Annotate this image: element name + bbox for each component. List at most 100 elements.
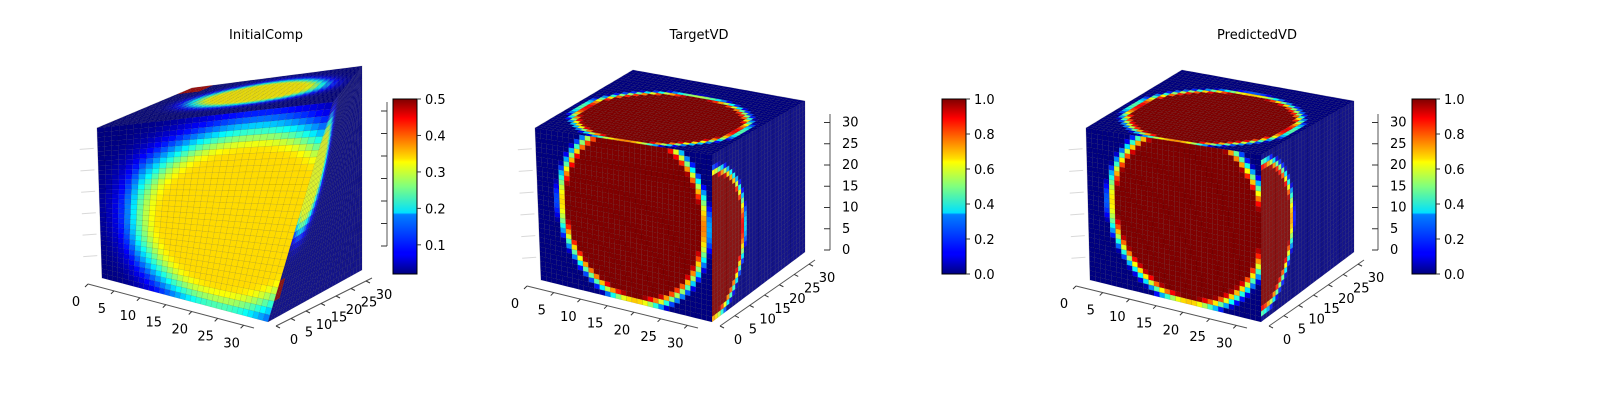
- voxel: [170, 125, 178, 131]
- voxel: [148, 221, 155, 227]
- x-tick: [241, 325, 244, 328]
- voxel: [144, 284, 150, 291]
- voxel: [138, 283, 144, 290]
- grid-line: [83, 256, 97, 257]
- voxel: [118, 223, 124, 229]
- voxel: [154, 286, 160, 293]
- voxel: [118, 204, 124, 209]
- voxel: [136, 230, 142, 236]
- voxel: [206, 167, 214, 173]
- voxel: [119, 130, 126, 136]
- voxel: [166, 222, 173, 228]
- voxel: [133, 138, 140, 144]
- voxel: [653, 303, 658, 309]
- y-tick: [276, 326, 280, 328]
- voxel: [125, 189, 132, 194]
- voxel: [189, 190, 196, 196]
- voxel: [112, 228, 118, 234]
- voxel: [651, 146, 657, 152]
- voxel: [157, 184, 164, 189]
- voxel: [143, 205, 150, 211]
- voxel: [185, 117, 193, 123]
- voxel: [149, 216, 156, 222]
- voxel: [594, 288, 600, 294]
- y-tick: [321, 304, 325, 306]
- voxel: [210, 179, 218, 185]
- voxel: [167, 212, 174, 218]
- voxel: [166, 228, 173, 234]
- voxel: [195, 196, 202, 202]
- voxel: [148, 132, 156, 138]
- voxel: [139, 169, 146, 174]
- voxel: [214, 155, 222, 161]
- voxel: [144, 200, 151, 206]
- voxel: [180, 207, 187, 213]
- voxel: [194, 202, 201, 208]
- voxel: [600, 290, 605, 296]
- voxel: [191, 128, 199, 134]
- voxel: [99, 194, 106, 199]
- y-tick: [366, 281, 370, 283]
- voxel: [213, 161, 221, 167]
- voxel: [118, 214, 124, 219]
- voxel: [124, 229, 130, 235]
- voxel: [166, 168, 173, 174]
- voxel: [209, 184, 217, 190]
- voxel: [169, 250, 175, 256]
- x-tick: [163, 305, 166, 308]
- voxel: [562, 280, 568, 286]
- voxel: [131, 189, 138, 194]
- voxel: [112, 155, 119, 160]
- voxel: [227, 125, 235, 132]
- voxel: [141, 236, 147, 242]
- voxel: [105, 151, 112, 156]
- voxel: [174, 206, 181, 212]
- voxel: [141, 128, 149, 134]
- voxel: [158, 174, 165, 179]
- voxel: [193, 162, 201, 168]
- voxel: [216, 143, 224, 149]
- voxel: [196, 225, 203, 231]
- voxel: [155, 131, 163, 137]
- voxel: [175, 140, 183, 146]
- voxel: [159, 168, 166, 174]
- voxel: [584, 286, 590, 292]
- voxel: [112, 160, 119, 165]
- voxel: [165, 174, 172, 180]
- voxel: [167, 152, 175, 158]
- voxel: [147, 231, 153, 237]
- voxel: [132, 184, 139, 189]
- voxel: [106, 222, 112, 227]
- x-tick-label: 20: [171, 323, 188, 338]
- voxel: [125, 164, 132, 169]
- voxel: [118, 194, 125, 199]
- voxel: [126, 129, 133, 135]
- voxel: [112, 131, 119, 137]
- voxel: [125, 179, 132, 184]
- voxel: [178, 223, 185, 229]
- voxel: [100, 226, 106, 231]
- voxel: [185, 218, 192, 224]
- voxel: [165, 233, 172, 239]
- voxel: [196, 139, 204, 145]
- grid-line: [82, 213, 96, 214]
- voxel: [191, 173, 199, 179]
- voxel: [162, 136, 170, 142]
- voxel: [187, 156, 195, 162]
- voxel: [212, 126, 220, 132]
- voxel: [178, 173, 185, 179]
- voxel: [133, 281, 139, 287]
- voxel: [119, 150, 126, 155]
- voxel: [214, 114, 222, 121]
- voxel: [164, 239, 171, 245]
- voxel: [169, 130, 177, 136]
- voxel: [589, 287, 594, 293]
- voxel: [191, 219, 198, 225]
- voxel: [203, 184, 211, 190]
- voxel: [159, 163, 166, 169]
- voxel: [659, 304, 664, 310]
- voxel: [106, 208, 112, 213]
- voxel: [153, 163, 160, 169]
- voxel: [192, 117, 200, 123]
- voxel: [182, 241, 189, 247]
